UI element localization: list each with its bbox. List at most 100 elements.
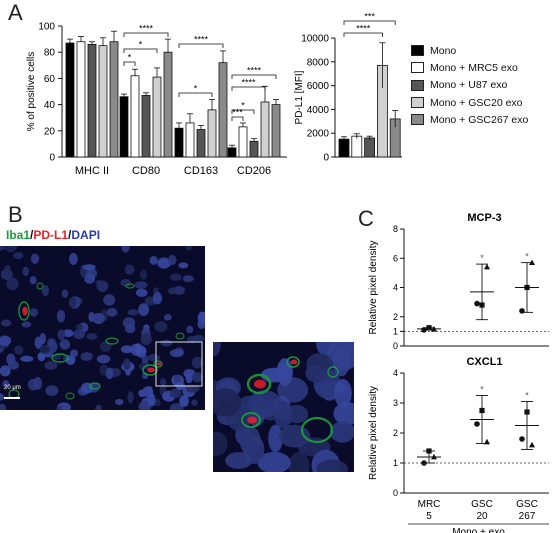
dapi-nucleus bbox=[0, 246, 6, 251]
iba1-cell bbox=[175, 332, 185, 340]
y-tick-label: 3 bbox=[393, 398, 398, 408]
significance-bracket bbox=[123, 61, 136, 66]
significance-label: *** bbox=[364, 12, 375, 22]
dapi-nucleus bbox=[168, 287, 177, 295]
dapi-nucleus bbox=[248, 390, 282, 418]
bar bbox=[196, 129, 206, 158]
dapi-nucleus bbox=[334, 378, 352, 408]
dapi-nucleus bbox=[34, 336, 43, 349]
dapi-nucleus bbox=[135, 288, 148, 297]
y-axis-label: PD-L1 [MFI] bbox=[294, 70, 305, 124]
legend-label: Mono + GSC267 exo bbox=[430, 113, 529, 126]
dapi-nucleus bbox=[170, 273, 182, 281]
iba1-cell bbox=[125, 283, 135, 289]
bar bbox=[364, 137, 376, 158]
bar bbox=[98, 45, 108, 158]
legend-label: Mono + U87 exo bbox=[430, 79, 508, 92]
y-tick-label: 8000 bbox=[307, 57, 330, 68]
dapi-nucleus bbox=[164, 314, 172, 321]
dapi-nucleus bbox=[20, 355, 34, 362]
dapi-nucleus bbox=[257, 451, 291, 472]
dapi-nucleus bbox=[41, 284, 49, 297]
bar bbox=[338, 138, 350, 158]
iba1-cell bbox=[18, 301, 30, 321]
x-tick-label: GSC bbox=[471, 499, 493, 510]
bar bbox=[249, 140, 259, 158]
zoom-region-box bbox=[155, 341, 203, 387]
legend-item: Mono + U87 exo bbox=[411, 77, 528, 94]
dapi-nucleus bbox=[0, 393, 5, 401]
dapi-nucleus bbox=[68, 297, 77, 308]
plot-title: MCP-3 bbox=[467, 212, 501, 224]
data-point bbox=[421, 327, 427, 333]
dapi-nucleus bbox=[103, 294, 116, 306]
iba1-cell bbox=[241, 412, 261, 428]
dapi-nucleus bbox=[134, 281, 148, 289]
significance-label: * bbox=[128, 53, 132, 63]
dapi-nucleus bbox=[0, 403, 7, 410]
dapi-nucleus bbox=[56, 405, 63, 410]
iba1-cell bbox=[142, 364, 158, 376]
iba1-cell bbox=[36, 282, 44, 290]
y-tick-label: 2 bbox=[393, 428, 398, 438]
iba1-cell bbox=[153, 360, 163, 368]
bar bbox=[260, 101, 270, 158]
x-tick-label: CD206 bbox=[237, 165, 271, 177]
y-tick-label: 6 bbox=[393, 253, 398, 263]
y-tick-label: 0 bbox=[323, 153, 329, 164]
dapi-nucleus bbox=[37, 352, 46, 362]
bar bbox=[76, 41, 86, 158]
significance-bracket bbox=[231, 86, 266, 91]
plot-title: CXCL1 bbox=[466, 356, 502, 368]
significance-label: **** bbox=[241, 78, 256, 88]
data-point bbox=[519, 436, 525, 442]
iba1-cell bbox=[105, 337, 119, 345]
dapi-nucleus bbox=[73, 329, 86, 340]
dapi-nucleus bbox=[44, 360, 58, 370]
data-point bbox=[421, 460, 427, 466]
bar bbox=[65, 42, 75, 158]
legend-label: Mono + MRC5 exo bbox=[430, 61, 518, 74]
dapi-nucleus bbox=[22, 266, 29, 277]
dapi-nucleus bbox=[186, 384, 200, 393]
dapi-nucleus bbox=[95, 404, 102, 410]
bar bbox=[119, 96, 129, 158]
dapi-nucleus bbox=[213, 431, 228, 457]
dapi-nucleus bbox=[139, 269, 147, 280]
dapi-nucleus bbox=[6, 277, 19, 291]
data-point bbox=[479, 302, 485, 308]
dapi-nucleus bbox=[140, 332, 152, 346]
iba1-cell bbox=[327, 366, 339, 378]
dapi-nucleus bbox=[178, 262, 189, 269]
dapi-nucleus bbox=[0, 335, 12, 346]
dapi-nucleus bbox=[80, 352, 93, 361]
dapi-nucleus bbox=[0, 268, 13, 280]
dapi-nucleus bbox=[134, 343, 143, 356]
bar bbox=[109, 41, 119, 158]
dapi-nucleus bbox=[121, 246, 130, 253]
dot-plot-cxcl1: CXCL1 0 1 2 3 4 Relative pixel density * * MRC5 GS… bbox=[368, 356, 549, 533]
y-tick-label: 0 bbox=[49, 153, 55, 164]
y-tick-label: 1 bbox=[393, 326, 398, 336]
pdl1-signal bbox=[247, 416, 257, 424]
significance-bracket bbox=[123, 48, 158, 53]
dapi-nucleus bbox=[106, 307, 118, 317]
data-point bbox=[474, 300, 480, 307]
x-tick-label: 5 bbox=[426, 511, 432, 522]
bar bbox=[141, 95, 151, 158]
chart-legend: Mono Mono + MRC5 exo Mono + U87 exo Mono + … bbox=[411, 42, 528, 128]
data-point bbox=[479, 407, 485, 414]
dapi-nucleus bbox=[169, 403, 184, 410]
dapi-nucleus bbox=[0, 365, 11, 377]
data-point bbox=[524, 284, 530, 291]
significance-star: * bbox=[525, 252, 529, 262]
y-tick-label: 4000 bbox=[307, 105, 330, 116]
y-tick-label: 40 bbox=[44, 100, 56, 111]
dapi-nucleus bbox=[169, 348, 184, 358]
significance-bracket bbox=[231, 116, 244, 121]
legend-label: Mono bbox=[430, 44, 457, 57]
iba1-cell bbox=[246, 373, 272, 395]
dapi-nucleus bbox=[57, 329, 66, 341]
bar bbox=[218, 62, 228, 158]
dapi-nucleus bbox=[105, 367, 114, 380]
